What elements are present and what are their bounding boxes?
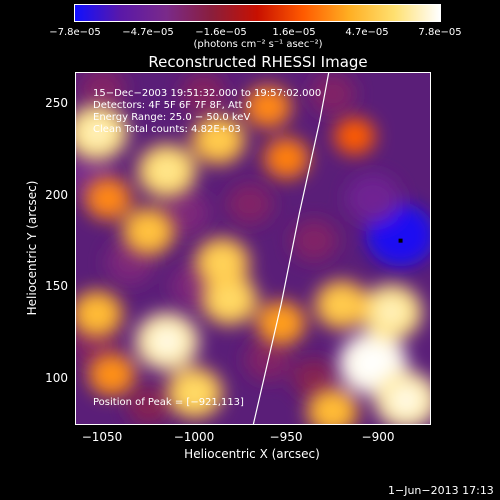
colorbar-tick-label: −1.6e−05 xyxy=(195,27,247,38)
positive-flux-region-core xyxy=(151,327,183,356)
solar-limb-curve xyxy=(252,72,330,424)
x-tick-label: −1000 xyxy=(173,430,215,444)
negative-flux-region xyxy=(126,385,171,424)
positive-flux-region-core xyxy=(319,399,346,423)
colorbar-tick-label: 1.6e−05 xyxy=(272,27,316,38)
colorbar-tick-label: −4.7e−05 xyxy=(122,27,174,38)
negative-flux-region xyxy=(181,73,227,115)
y-tick-label: 250 xyxy=(45,96,68,110)
positive-flux-region xyxy=(245,85,292,128)
y-tick-label: 200 xyxy=(45,188,68,202)
annotation-peak-position: Position of Peak = [−921,113] xyxy=(93,397,244,408)
plot-area xyxy=(75,72,430,424)
positive-flux-region-core xyxy=(84,302,110,326)
y-tick-label: 150 xyxy=(45,279,68,293)
positive-flux-region-core xyxy=(180,380,209,406)
positive-flux-region xyxy=(88,353,136,396)
heatmap-positive-regions xyxy=(75,85,430,424)
positive-flux-region-core xyxy=(355,347,391,380)
positive-flux-region-core xyxy=(135,219,162,244)
positive-flux-region-core xyxy=(208,250,236,276)
x-tick-label: −900 xyxy=(361,430,395,444)
x-tick-label: −1050 xyxy=(81,430,123,444)
positive-flux-region xyxy=(256,301,306,346)
colorbar xyxy=(74,4,441,22)
negative-flux-region xyxy=(226,183,273,225)
negative-flux-region xyxy=(292,358,336,398)
positive-flux-region-core xyxy=(205,127,232,153)
positive-flux-region-core xyxy=(152,157,182,185)
colorbar-tick-label: 4.7e−05 xyxy=(345,27,389,38)
annotation-clean: Clean Total counts: 4.82E+03 xyxy=(93,124,241,135)
annotation-energy: Energy Range: 25.0 − 50.0 keV xyxy=(93,112,251,123)
positive-flux-region xyxy=(334,117,376,155)
negative-flux-region xyxy=(346,174,400,223)
colorbar-tick-label: 7.8e−05 xyxy=(418,27,462,38)
negative-flux-region xyxy=(79,72,126,110)
colorbar-tick-label: −7.8e−05 xyxy=(49,27,101,38)
positive-flux-region-core xyxy=(390,385,423,415)
heatmap-svg xyxy=(75,72,430,424)
positive-flux-region-core xyxy=(376,298,407,327)
y-tick-label: 100 xyxy=(45,371,68,385)
peak-marker xyxy=(398,238,403,243)
x-axis-label: Heliocentric X (arcsec) xyxy=(184,447,320,461)
negative-flux-region xyxy=(309,73,356,115)
annotation-detectors: Detectors: 4F 5F 6F 7F 8F, Att 0 xyxy=(93,100,253,111)
heatmap-negative-regions xyxy=(75,72,430,424)
negative-flux-region xyxy=(291,219,338,262)
chart-title: Reconstructed RHESSI Image xyxy=(148,53,368,71)
positive-flux-region-core xyxy=(81,118,113,147)
annotation-time: 15−Dec−2003 19:51:32.000 to 19:57:02.000 xyxy=(93,88,322,99)
positive-flux-region-core xyxy=(328,292,356,318)
positive-flux-region xyxy=(85,177,132,220)
y-axis-label: Heliocentric Y (arcsec) xyxy=(25,180,39,316)
colorbar-units: (photons cm⁻² s⁻¹ asec⁻²) xyxy=(193,39,323,50)
x-tick-label: −950 xyxy=(269,430,303,444)
positive-flux-region xyxy=(264,137,310,179)
footer-date: 1−Jun−2013 17:13 xyxy=(388,484,494,497)
positive-flux-region-core xyxy=(215,286,244,313)
